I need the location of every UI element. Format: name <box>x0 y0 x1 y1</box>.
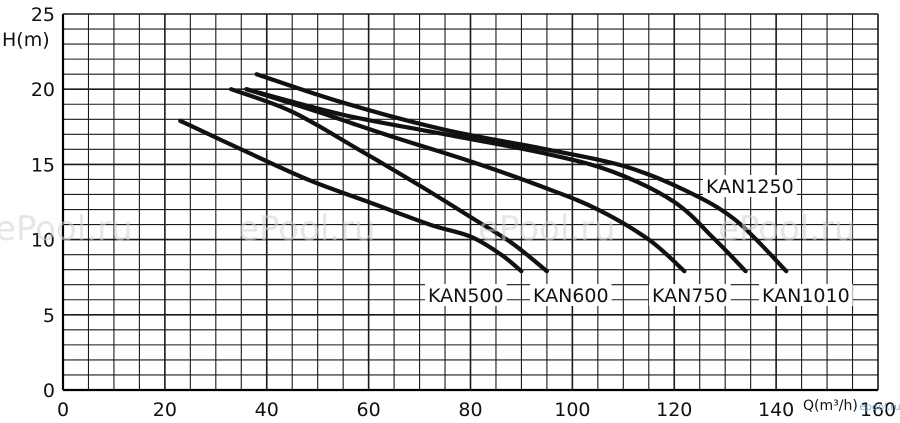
y-axis-title: H(m) <box>2 29 50 51</box>
series-label-kan600: KAN600 <box>533 285 609 307</box>
x-tick-label: 80 <box>458 399 482 421</box>
series-line-kan600 <box>229 87 549 274</box>
series-lines <box>178 72 789 274</box>
series-label-kan1250: KAN1250 <box>706 176 794 198</box>
watermarks: ePool.ru ePool.ru ePool.ru ePool.ru epool.ru <box>0 209 900 413</box>
watermark-text: ePool.ru <box>238 209 376 249</box>
series-label-kan750: KAN750 <box>652 285 728 307</box>
y-tick-label: 0 <box>43 380 55 402</box>
x-tick-label: 40 <box>255 399 279 421</box>
x-tick-label: 100 <box>554 399 590 421</box>
series-label-kan1010: KAN1010 <box>762 285 850 307</box>
corner-watermark: epool.ru <box>859 402 900 413</box>
series-label-bg <box>530 284 612 306</box>
watermark-text: ePool.ru <box>0 209 133 249</box>
tick-labels: 0 20 40 60 80 100 120 140 160 0 5 10 15 20 25 <box>31 4 896 421</box>
series-label-bg <box>703 175 797 197</box>
series-labels: KAN500 KAN600 KAN750 KAN1010 KAN1250 <box>425 175 853 307</box>
series-label-bg <box>649 284 731 306</box>
y-tick-label: 20 <box>31 79 55 101</box>
x-tick-label: 0 <box>57 399 69 421</box>
x-tick-label: 160 <box>860 399 896 421</box>
series-line-kan1250 <box>254 72 789 274</box>
watermark-text: ePool.ru <box>718 209 856 249</box>
y-tick-label: 10 <box>31 230 55 252</box>
series-label-bg <box>425 284 507 306</box>
y-tick-label: 15 <box>31 154 55 176</box>
x-tick-label: 20 <box>153 399 177 421</box>
series-label-kan500: KAN500 <box>428 285 504 307</box>
series-label-bg <box>759 284 853 306</box>
x-tick-label: 120 <box>656 399 692 421</box>
x-axis-title: Q(m³/h) <box>803 398 858 414</box>
chart-grid <box>62 13 879 391</box>
chart-axes <box>61 14 878 392</box>
series-line-kan500 <box>178 118 524 274</box>
series-line-kan750 <box>244 87 687 274</box>
series-line-kan1010 <box>244 87 748 274</box>
x-tick-label: 60 <box>357 399 381 421</box>
watermark-text: ePool.ru <box>478 209 616 249</box>
y-tick-label: 5 <box>43 305 55 327</box>
y-tick-label: 25 <box>31 4 55 26</box>
x-tick-label: 140 <box>758 399 794 421</box>
